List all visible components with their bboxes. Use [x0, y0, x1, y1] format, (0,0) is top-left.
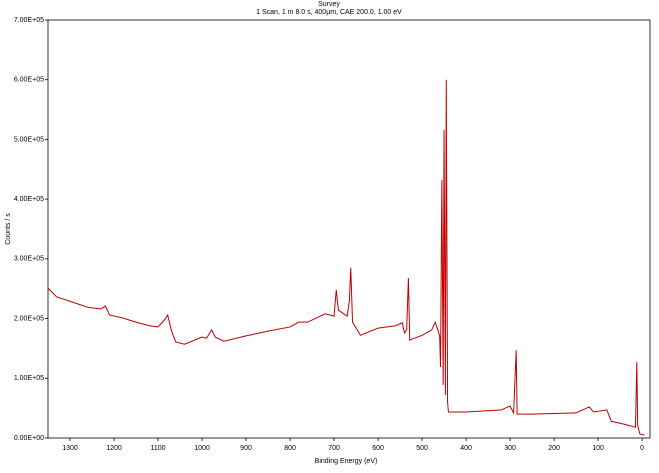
spectrum-line — [47, 79, 645, 436]
chart-title: Survey — [318, 1, 340, 8]
x-tick-label: 800 — [284, 445, 296, 452]
x-tick-label: 300 — [504, 445, 516, 452]
x-tick-label: 500 — [416, 445, 428, 452]
y-tick-label: 2.00E+05 — [14, 315, 44, 322]
plot-frame — [47, 19, 651, 439]
y-tick-label: 5.00E+05 — [14, 136, 44, 143]
y-tick-label: 0.00E+00 — [14, 435, 44, 442]
x-tick-label: 1000 — [194, 445, 210, 452]
x-tick-label: 900 — [240, 445, 252, 452]
x-tick-label: 0 — [640, 445, 644, 452]
x-tick-label: 200 — [548, 445, 560, 452]
y-axis-label: Counts / s — [5, 213, 12, 245]
y-tick-label: 7.00E+05 — [14, 17, 44, 24]
chart-subtitle: 1 Scan, 1 m 8.0 s, 400µm, CAE 200.0, 1.0… — [256, 9, 402, 16]
y-tick-label: 6.00E+05 — [14, 77, 44, 84]
y-tick-label: 3.00E+05 — [14, 256, 44, 263]
x-tick-label: 400 — [460, 445, 472, 452]
x-tick-label: 100 — [592, 445, 604, 452]
x-tick-label: 700 — [328, 445, 340, 452]
y-tick-label: 4.00E+05 — [14, 196, 44, 203]
y-tick-label: 1.00E+05 — [14, 375, 44, 382]
x-tick-label: 600 — [372, 445, 384, 452]
x-tick-label: 1100 — [150, 445, 165, 452]
x-tick-label: 1300 — [62, 445, 78, 452]
x-tick-label: 1200 — [106, 445, 122, 452]
x-axis-label: Binding Energy (eV) — [315, 458, 378, 465]
